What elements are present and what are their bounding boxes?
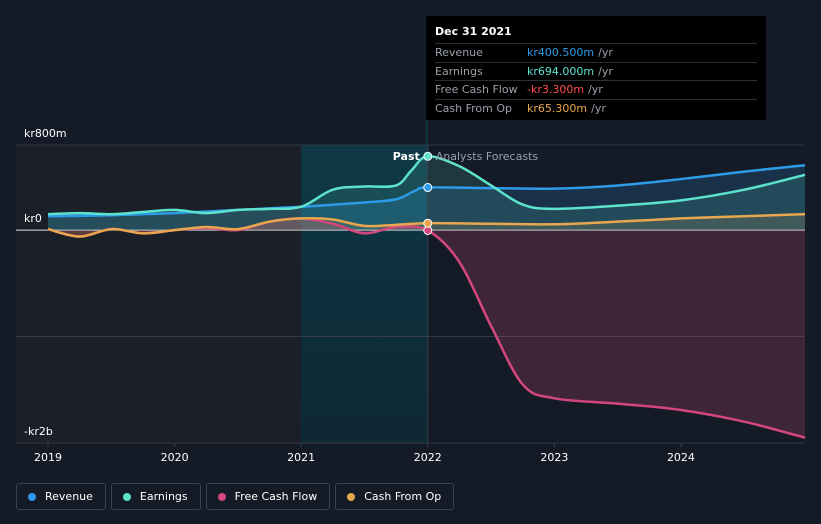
series-line-earnings [47,155,806,216]
x-tick-label: 2020 [161,451,189,464]
marker-point [423,218,433,228]
tooltip-row-revenue: Revenue kr400.500m /yr [435,43,757,62]
past-shade [16,145,302,443]
marker-point [423,151,433,161]
series-line-cash-from-op [47,212,806,238]
legend-label: Earnings [139,490,188,503]
y-tick-label: kr800m [24,127,67,140]
tooltip-row-label: Cash From Op [435,101,513,115]
x-tick-label: 2021 [287,451,315,464]
x-tick-label: 2019 [34,451,62,464]
legend-item-earnings[interactable]: Earnings [110,483,201,510]
tooltip-row-earnings: Earnings kr694.000m /yr [435,61,757,81]
series-area [48,218,805,438]
forecast-label: Analysts Forecasts [436,150,539,163]
tooltip-row-unit: /yr [598,64,613,78]
legend-item-free-cash-flow[interactable]: Free Cash Flow [205,483,331,510]
tooltip-row-label: Revenue [435,46,483,60]
tooltip-row-value: kr694.000m [527,64,595,78]
legend: Revenue Earnings Free Cash Flow Cash Fro… [16,483,455,510]
series-area [48,156,805,231]
tooltip-row-cash-from-op: Cash From Op kr65.300m /yr [435,98,757,118]
tooltip-row-unit: /yr [591,101,606,115]
legend-label: Cash From Op [364,490,442,503]
series-area [48,165,805,231]
legend-dot-icon [347,492,356,501]
x-tick-label: 2024 [667,451,695,464]
legend-dot-icon [217,492,226,501]
legend-dot-icon [122,492,131,501]
x-tick-label: 2022 [414,451,442,464]
marker-point [423,183,433,193]
tooltip-row-value: kr400.500m [527,46,595,60]
tooltip-row-label: Earnings [435,64,483,78]
tooltip-row-unit: /yr [588,83,603,97]
tooltip-row-value: kr65.300m [527,101,588,115]
y-tick-label: -kr2b [24,425,53,438]
legend-label: Free Cash Flow [234,490,318,503]
legend-label: Revenue [45,490,93,503]
tooltip-row-unit: /yr [598,46,613,60]
legend-dot-icon [28,492,36,501]
past-label: Past [393,150,420,163]
legend-item-cash-from-op[interactable]: Cash From Op [335,483,455,510]
y-tick-label: kr0 [24,212,42,225]
tooltip-row-label: Free Cash Flow [435,83,518,97]
marker-point [423,225,433,235]
tooltip-row-value: -kr3.300m [527,83,585,97]
tooltip-row-free-cash-flow: Free Cash Flow -kr3.300m /yr [435,80,757,99]
legend-item-revenue[interactable]: Revenue [16,483,106,510]
x-tick-label: 2023 [540,451,568,464]
tooltip-date: Dec 31 2021 [435,25,512,38]
tooltip: Dec 31 2021 Revenue kr400.500m /yr Earni… [426,16,766,120]
